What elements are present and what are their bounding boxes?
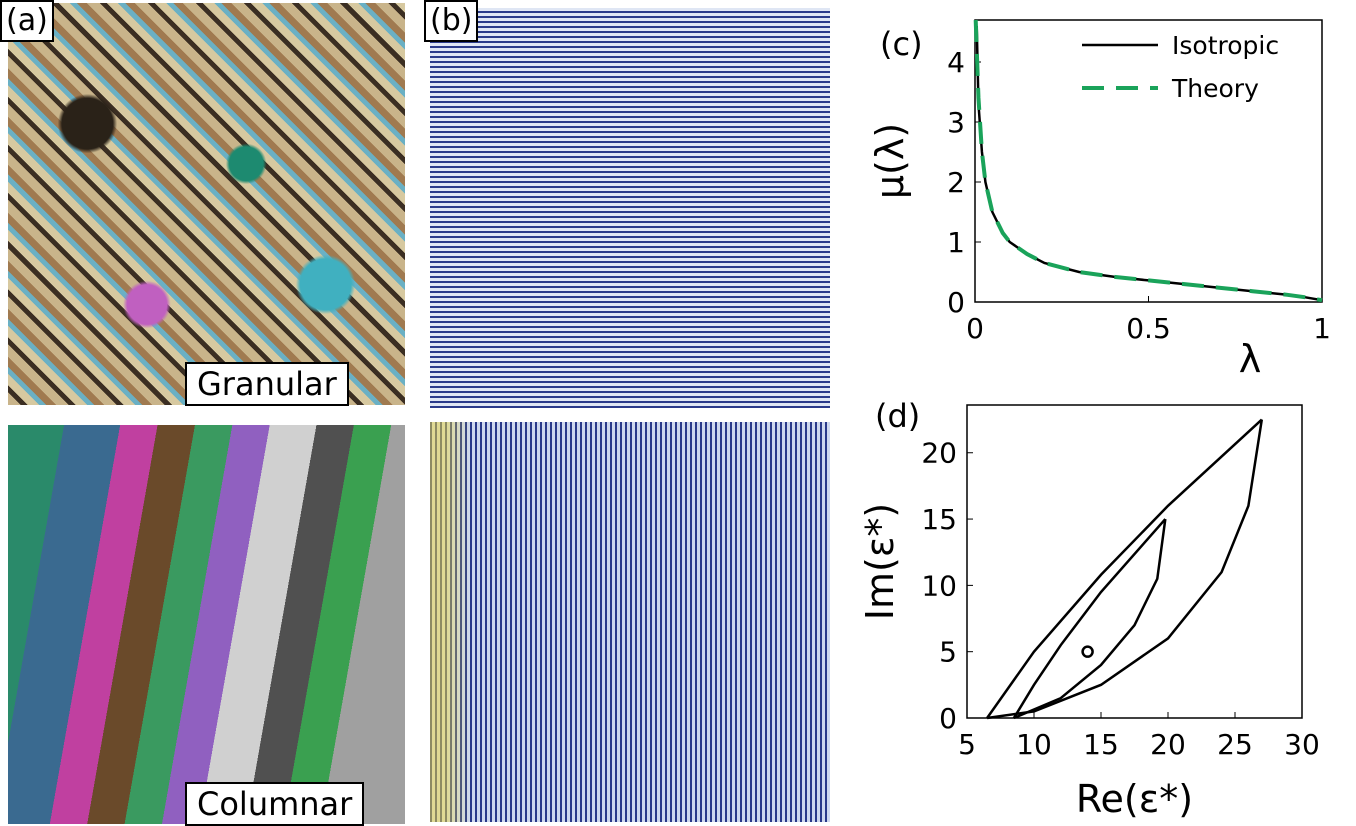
axes-frame [974, 19, 1323, 303]
field-image-bottom [430, 422, 830, 822]
x-tick-label: 15 [1083, 728, 1119, 761]
x-tick-label: 5 [958, 728, 976, 761]
x-tick-label: 20 [1150, 728, 1186, 761]
granular-image [8, 3, 405, 405]
x-tick-label: 30 [1284, 728, 1320, 761]
series-line [1012, 518, 1167, 719]
y-tick-label: 4 [947, 46, 965, 79]
x-axis-label: λ [1239, 337, 1262, 381]
x-axis-label: Re(ε*) [1076, 777, 1193, 821]
x-tick-label: 10 [1016, 728, 1052, 761]
x-tick-label: 0 [966, 312, 984, 345]
x-tick-label: 0.5 [1126, 312, 1171, 345]
y-tick-label: 5 [939, 636, 957, 669]
y-tick-label: 0 [939, 702, 957, 735]
panel-label: (b) [424, 0, 479, 42]
y-tick-label: 0 [947, 286, 965, 319]
y-axis-label: μ(λ) [868, 123, 912, 199]
series-line [986, 419, 1264, 720]
legend-label: Theory [1171, 74, 1259, 103]
panel-label: (c) [880, 25, 923, 63]
y-tick-label: 10 [921, 569, 957, 602]
caption: Granular [185, 362, 349, 406]
x-tick-label: 25 [1217, 728, 1253, 761]
y-axis-label: Im(ε*) [858, 503, 902, 620]
columnar-image [8, 425, 405, 824]
panel-label: (a) [0, 0, 54, 42]
marker [1081, 645, 1094, 658]
field-image-top [430, 8, 830, 408]
y-tick-label: 20 [921, 437, 957, 470]
y-tick-label: 1 [947, 226, 965, 259]
y-tick-label: 15 [921, 503, 957, 536]
legend-label: Isotropic [1172, 31, 1279, 60]
y-tick-label: 2 [947, 166, 965, 199]
series-line [1013, 518, 1167, 720]
axes-frame [966, 404, 1303, 719]
series-line [986, 418, 1263, 719]
y-tick-label: 3 [947, 106, 965, 139]
x-tick-label: 1 [1313, 312, 1331, 345]
series-line [973, 19, 1323, 303]
series-line [975, 25, 1323, 302]
panel-label: (d) [875, 397, 920, 435]
